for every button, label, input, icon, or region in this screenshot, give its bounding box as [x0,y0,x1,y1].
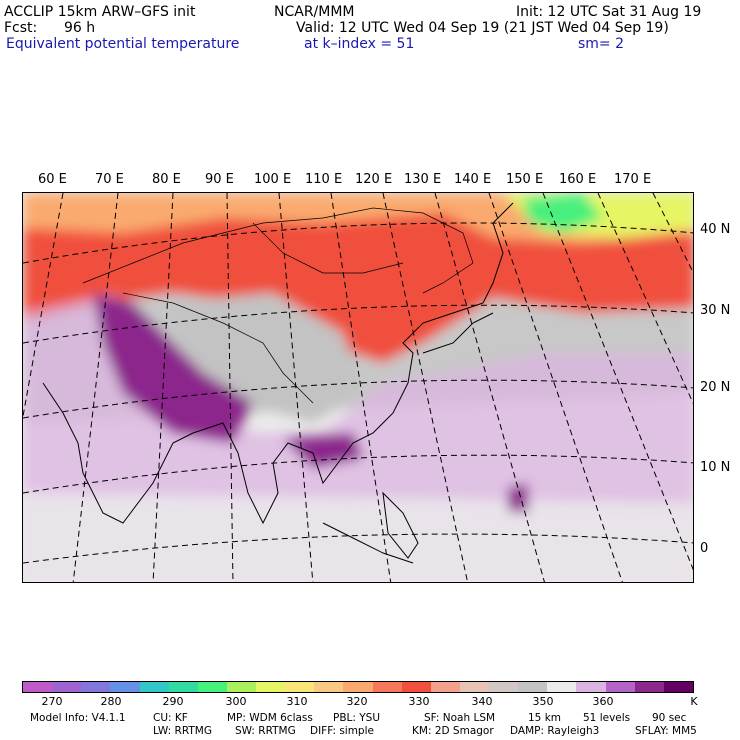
footer-km: KM: 2D Smagor [412,725,494,737]
green-area [523,193,603,233]
footer-resolution: 15 km [528,712,562,724]
lon-label: 60 E [38,172,67,187]
lat-label: 10 N [700,460,731,475]
theta-e-map [22,192,694,583]
colorbar-swatch [139,682,169,692]
plateau-grey [163,293,363,423]
org-label: NCAR/MMM [274,4,355,20]
colorbar-tick: 320 [346,695,368,708]
lat-label: 30 N [700,303,731,318]
colorbar-tick: 350 [532,695,554,708]
footer-model-info: Model Info: V4.1.1 [30,712,126,724]
colorbar-swatch [168,682,198,692]
colorbar-swatch [576,682,606,692]
colorbar-tick: 280 [100,695,122,708]
colorbar-swatch [343,682,373,692]
smoothing-label: sm= 2 [578,36,625,52]
lon-label: 80 E [152,172,181,187]
lon-label: 170 E [614,172,652,187]
colorbar-swatch [459,682,489,692]
colorbar-swatch [634,682,664,692]
country-borders [82,207,474,404]
colorbar-swatch [663,682,693,692]
colorbar-swatch [256,682,286,692]
colorbar-swatch [110,682,140,692]
colorbar-tick: 310 [286,695,308,708]
forecast-label: Fcst: [4,20,38,36]
colorbar-swatch [285,682,315,692]
lat-label: 0 [700,541,709,556]
colorbar-tick: 290 [162,695,184,708]
lon-label: 100 E [254,172,292,187]
colorbar-tick: 330 [408,695,430,708]
footer-mp: MP: WDM 6class [227,712,313,724]
colorbar-swatch [81,682,111,692]
lat-label: 40 N [700,222,731,237]
forecast-hours: 96 h [64,20,96,36]
footer-sflay: SFLAY: MM5 [635,725,697,737]
lat-label: 20 N [700,380,731,395]
model-title: ACCLIP 15km ARW–GFS init [4,4,196,20]
coastlines [42,202,514,564]
footer-cu: CU: KF [153,712,188,724]
lon-label: 90 E [205,172,234,187]
colorbar-tick: 300 [225,695,247,708]
colorbar-tick: 340 [471,695,493,708]
colorbar-swatch [401,682,431,692]
colorbar-swatch [605,682,635,692]
lon-label: 110 E [305,172,343,187]
footer-sf: SF: Noah LSM [424,712,496,724]
colorbar-swatch [547,682,577,692]
lon-label: 150 E [506,172,544,187]
footer-timestep: 90 sec [652,712,687,724]
lon-label: 120 E [355,172,393,187]
footer-pbl: PBL: YSU [333,712,381,724]
colorbar-tick: 360 [592,695,614,708]
colorbar-swatch [314,682,344,692]
graticule [23,193,693,582]
colorbar-swatch [489,682,519,692]
colorbar-swatch [23,682,53,692]
lon-label: 160 E [559,172,597,187]
colorbar-swatch [518,682,548,692]
colorbar-swatch [226,682,256,692]
colorbar-swatch [430,682,460,692]
colorbar-swatch [52,682,82,692]
footer-diff: DIFF: simple [310,725,374,737]
footer-lw: LW: RRTMG [153,725,212,737]
footer-damp: DAMP: Rayleigh3 [510,725,600,737]
colorbar-tick: 270 [41,695,63,708]
lon-label: 130 E [404,172,442,187]
level-index: at k–index = 51 [304,36,415,52]
field-name: Equivalent potential temperature [6,36,240,52]
footer-sw: SW: RRTMG [235,725,296,737]
lon-label: 70 E [95,172,124,187]
colorbar-swatch [372,682,402,692]
dark-purple-india [93,293,253,443]
colorbar-unit: K [690,695,698,708]
colorbar-swatch [197,682,227,692]
valid-time: Valid: 12 UTC Wed 04 Sep 19 (21 JST Wed … [296,20,669,36]
footer-levels: 51 levels [583,712,631,724]
map-canvas [23,193,693,582]
south-grey [23,493,693,582]
colorbar [22,681,694,693]
lon-label: 140 E [454,172,492,187]
init-time: Init: 12 UTC Sat 31 Aug 19 [516,4,702,20]
